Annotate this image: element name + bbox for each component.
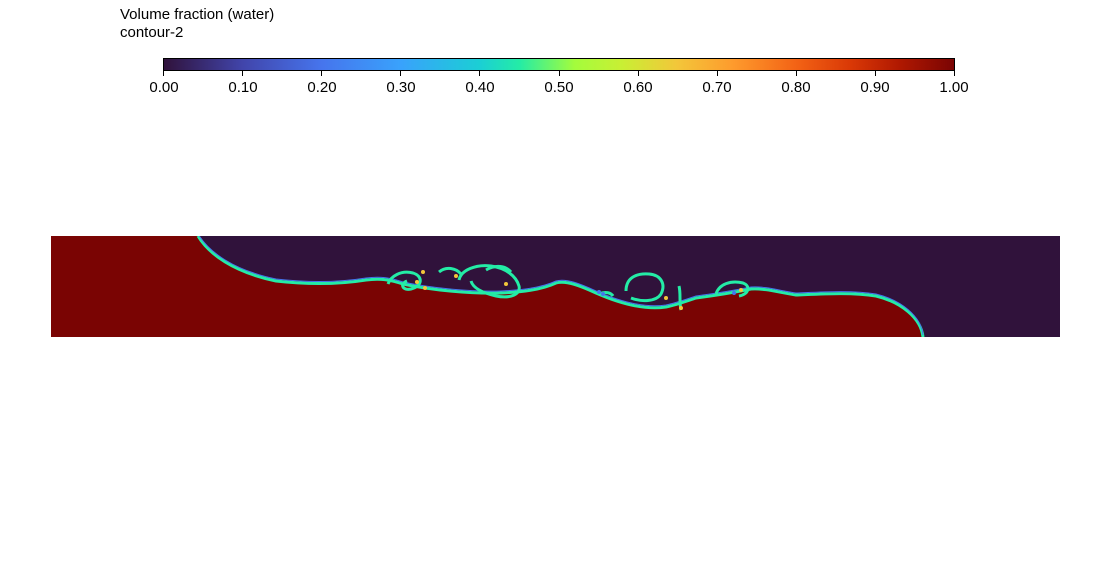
droplet — [423, 286, 427, 290]
interface-outline — [196, 236, 925, 337]
water-region — [51, 236, 923, 337]
colorbar-tick-label: 0.00 — [149, 79, 179, 96]
vortex-curl — [624, 272, 665, 303]
contour-field — [51, 236, 1060, 337]
bubble — [732, 291, 736, 295]
bubble — [597, 290, 601, 294]
colorbar-tick — [559, 71, 560, 76]
legend-title-block: Volume fraction (water) contour-2 — [120, 6, 274, 42]
colorbar-tick — [163, 71, 164, 76]
droplet — [679, 306, 683, 310]
colorbar-tick — [954, 71, 955, 76]
bubble — [601, 292, 605, 296]
colorbar-tick — [875, 71, 876, 76]
colorbar-tick — [479, 71, 480, 76]
colorbar-tick-label: 0.30 — [386, 79, 416, 96]
colorbar-tick-label: 0.70 — [702, 79, 732, 96]
droplets — [415, 270, 743, 310]
colorbar-tick — [638, 71, 639, 76]
colorbar-tick — [717, 71, 718, 76]
droplet — [421, 270, 425, 274]
colorbar-tick-label: 0.50 — [544, 79, 574, 96]
vortex-curl — [386, 270, 422, 291]
colorbar-tick — [400, 71, 401, 76]
colorbar-tick — [242, 71, 243, 76]
colorbar-tick-label: 0.40 — [465, 79, 495, 96]
colorbar-tick-label: 0.10 — [228, 79, 258, 96]
colorbar-tick — [796, 71, 797, 76]
droplet — [739, 288, 743, 292]
legend-subtitle: contour-2 — [120, 24, 184, 41]
colorbar — [163, 58, 955, 71]
vortex-curl — [598, 291, 615, 297]
colorbar-tick — [321, 71, 322, 76]
vortex-structures — [386, 264, 750, 311]
vortex-curl — [438, 266, 463, 276]
interface-inner — [198, 236, 924, 336]
small-bubbles — [597, 290, 736, 296]
vortex-curl — [714, 280, 750, 298]
legend-title: Volume fraction (water) — [120, 6, 275, 23]
droplet — [504, 282, 508, 286]
colorbar-tick-label: 0.90 — [860, 79, 890, 96]
droplet — [454, 274, 458, 278]
colorbar-tick-label: 0.60 — [623, 79, 653, 96]
colorbar-tick-label: 1.00 — [939, 79, 969, 96]
droplet — [664, 296, 668, 300]
colorbar-tick-label: 0.20 — [307, 79, 337, 96]
droplet — [415, 280, 419, 284]
vortex-curl — [485, 264, 513, 274]
colorbar-tick-label: 0.80 — [781, 79, 811, 96]
vortex-curl — [457, 264, 521, 299]
